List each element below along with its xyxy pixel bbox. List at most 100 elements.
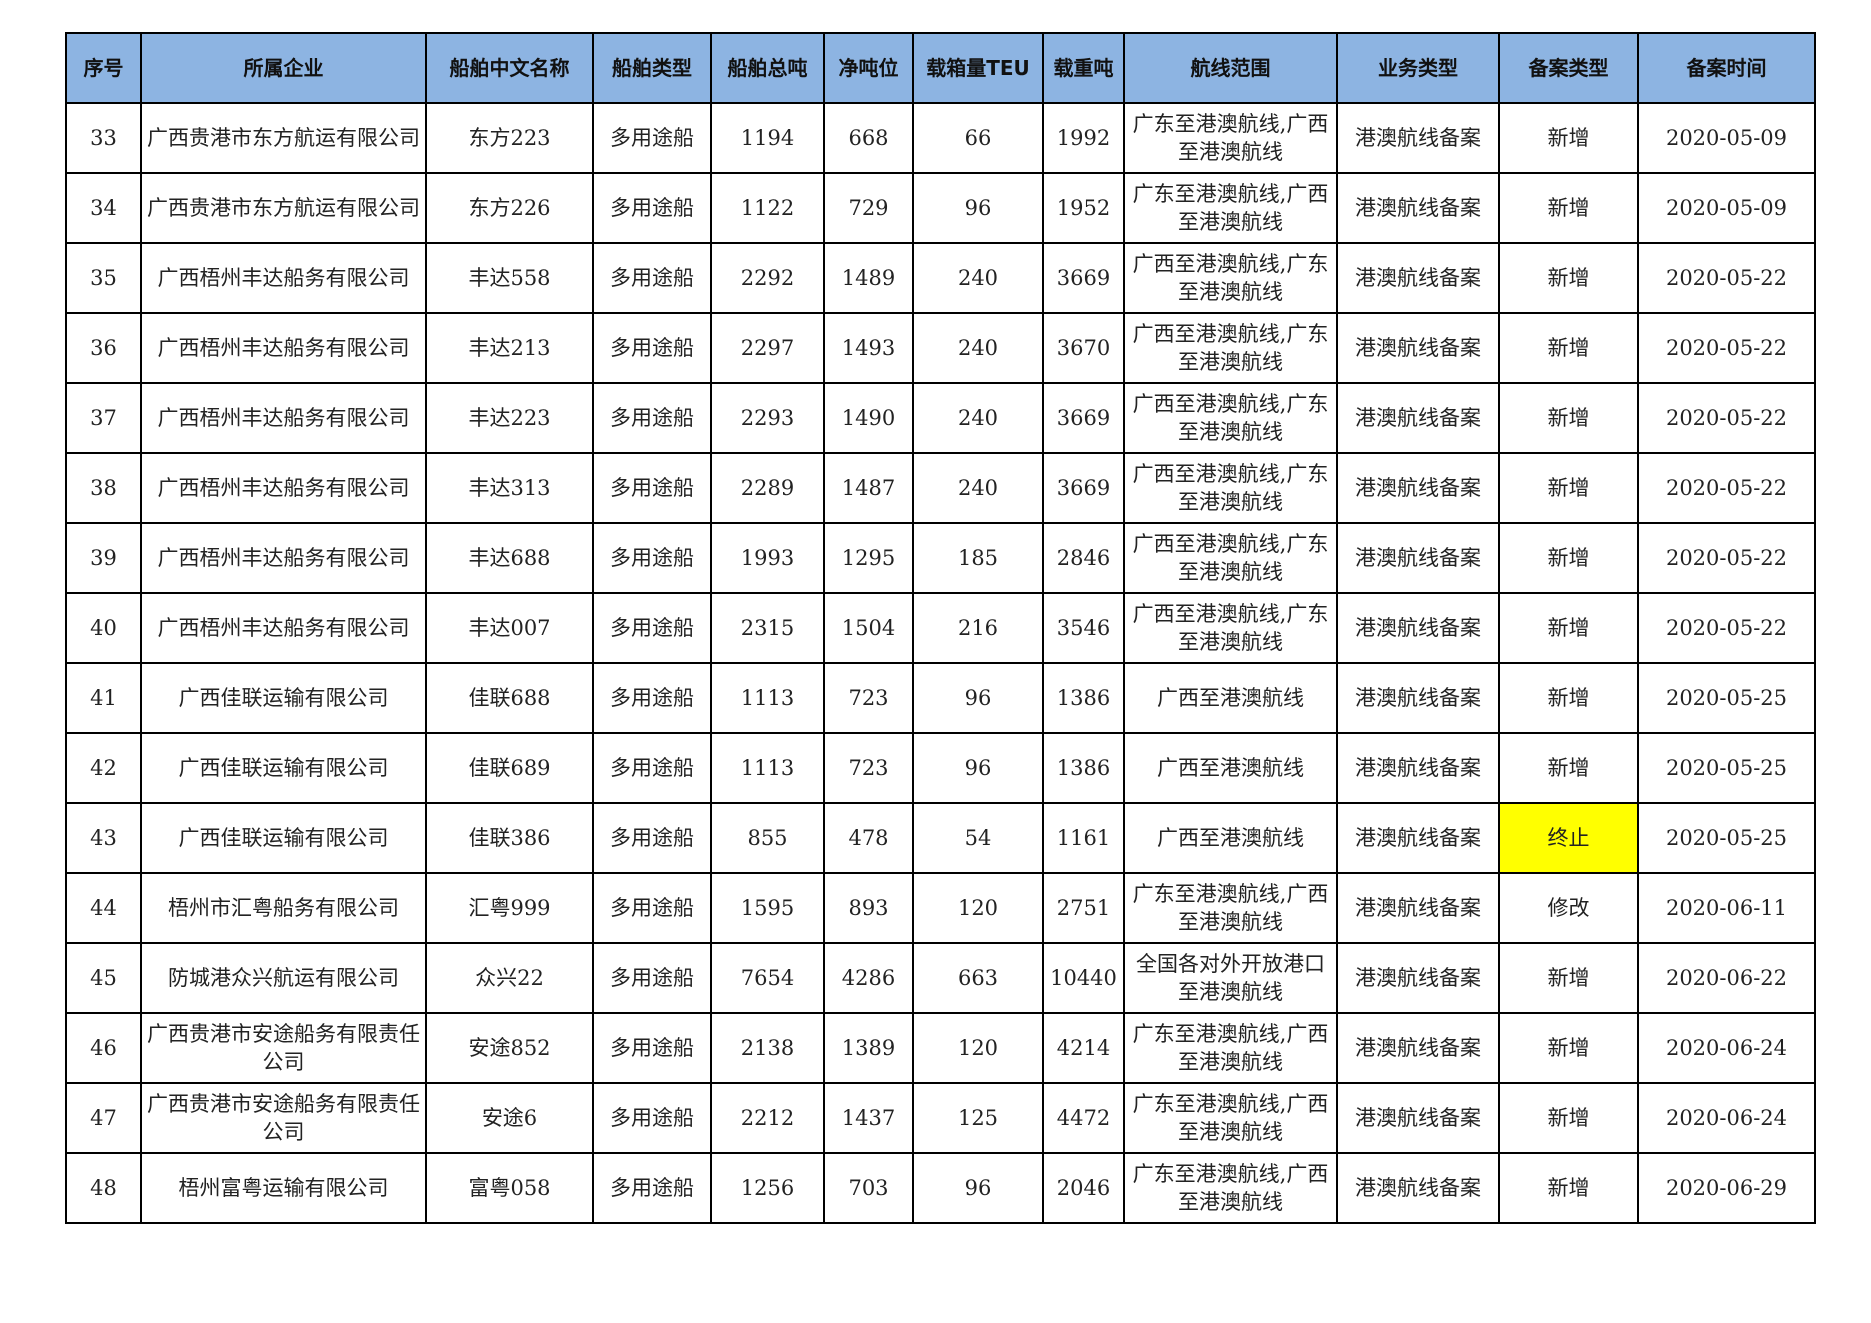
cell-net-tonnage: 668 [823, 102, 914, 174]
cell-ship-name: 丰达213 [425, 312, 594, 384]
table-row: 42 广西佳联运输有限公司 佳联689 多用途船 1113 723 96 1386 广西至港澳航… [65, 732, 1816, 804]
cell-company: 广西佳联运输有限公司 [140, 802, 427, 874]
cell-filing-date: 2020-05-22 [1637, 382, 1816, 454]
cell-net-tonnage: 1490 [823, 382, 914, 454]
cell-teu: 240 [912, 382, 1044, 454]
cell-company: 防城港众兴航运有限公司 [140, 942, 427, 1014]
cell-seq: 44 [65, 872, 142, 944]
cell-teu: 216 [912, 592, 1044, 664]
cell-business-type: 港澳航线备案 [1336, 242, 1500, 314]
cell-filing-type: 新增 [1498, 662, 1639, 734]
cell-filing-type: 新增 [1498, 732, 1639, 804]
cell-net-tonnage: 703 [823, 1152, 914, 1224]
cell-business-type: 港澳航线备案 [1336, 1082, 1500, 1154]
cell-net-tonnage: 4286 [823, 942, 914, 1014]
cell-gross-tonnage: 2293 [710, 382, 825, 454]
cell-filing-type: 修改 [1498, 872, 1639, 944]
cell-filing-date: 2020-05-25 [1637, 802, 1816, 874]
cell-company: 广西佳联运输有限公司 [140, 662, 427, 734]
cell-deadweight: 4214 [1042, 1012, 1125, 1084]
cell-ship-name: 安途852 [425, 1012, 594, 1084]
cell-company: 广西佳联运输有限公司 [140, 732, 427, 804]
cell-route: 广西至港澳航线 [1123, 662, 1338, 734]
cell-filing-type: 新增 [1498, 172, 1639, 244]
cell-company: 广西贵港市东方航运有限公司 [140, 102, 427, 174]
cell-ship-name: 丰达558 [425, 242, 594, 314]
cell-seq: 46 [65, 1012, 142, 1084]
header-gross-tonnage: 船舶总吨 [710, 32, 825, 104]
cell-filing-type: 新增 [1498, 592, 1639, 664]
cell-route: 广东至港澳航线,广西至港澳航线 [1123, 1152, 1338, 1224]
cell-deadweight: 4472 [1042, 1082, 1125, 1154]
cell-business-type: 港澳航线备案 [1336, 172, 1500, 244]
cell-net-tonnage: 1295 [823, 522, 914, 594]
header-ship-name: 船舶中文名称 [425, 32, 594, 104]
cell-net-tonnage: 1504 [823, 592, 914, 664]
cell-gross-tonnage: 1194 [710, 102, 825, 174]
cell-company: 广西贵港市东方航运有限公司 [140, 172, 427, 244]
header-business-type: 业务类型 [1336, 32, 1500, 104]
cell-deadweight: 1386 [1042, 662, 1125, 734]
cell-company: 广西梧州丰达船务有限公司 [140, 522, 427, 594]
table-row: 34 广西贵港市东方航运有限公司 东方226 多用途船 1122 729 96 1952 广东至… [65, 172, 1816, 244]
cell-seq: 39 [65, 522, 142, 594]
cell-seq: 45 [65, 942, 142, 1014]
header-route: 航线范围 [1123, 32, 1338, 104]
cell-business-type: 港澳航线备案 [1336, 1012, 1500, 1084]
cell-ship-type: 多用途船 [592, 1152, 712, 1224]
cell-teu: 120 [912, 1012, 1044, 1084]
table-row: 46 广西贵港市安途船务有限责任公司 安途852 多用途船 2138 1389 120 421… [65, 1012, 1816, 1084]
cell-ship-name: 佳联386 [425, 802, 594, 874]
cell-filing-type: 新增 [1498, 1082, 1639, 1154]
cell-deadweight: 2846 [1042, 522, 1125, 594]
header-filing-date: 备案时间 [1637, 32, 1816, 104]
table-row: 47 广西贵港市安途船务有限责任公司 安途6 多用途船 2212 1437 125 4472 广… [65, 1082, 1816, 1154]
header-deadweight: 载重吨 [1042, 32, 1125, 104]
cell-gross-tonnage: 855 [710, 802, 825, 874]
cell-company: 广西贵港市安途船务有限责任公司 [140, 1012, 427, 1084]
cell-business-type: 港澳航线备案 [1336, 662, 1500, 734]
cell-filing-date: 2020-05-22 [1637, 522, 1816, 594]
cell-ship-name: 丰达007 [425, 592, 594, 664]
cell-gross-tonnage: 2292 [710, 242, 825, 314]
header-row: 序号 所属企业 船舶中文名称 船舶类型 船舶总吨 净吨位 载箱量TEU 载重吨 航线范围 业务类型… [65, 32, 1816, 104]
cell-ship-name: 汇粤999 [425, 872, 594, 944]
header-ship-type: 船舶类型 [592, 32, 712, 104]
cell-ship-type: 多用途船 [592, 242, 712, 314]
cell-seq: 42 [65, 732, 142, 804]
header-filing-type: 备案类型 [1498, 32, 1639, 104]
cell-deadweight: 1386 [1042, 732, 1125, 804]
cell-route: 广东至港澳航线,广西至港澳航线 [1123, 872, 1338, 944]
cell-seq: 34 [65, 172, 142, 244]
cell-teu: 663 [912, 942, 1044, 1014]
cell-business-type: 港澳航线备案 [1336, 802, 1500, 874]
cell-filing-date: 2020-05-22 [1637, 452, 1816, 524]
cell-ship-name: 安途6 [425, 1082, 594, 1154]
table-row: 36 广西梧州丰达船务有限公司 丰达213 多用途船 2297 1493 240 3670 广西… [65, 312, 1816, 384]
cell-net-tonnage: 478 [823, 802, 914, 874]
cell-gross-tonnage: 1113 [710, 662, 825, 734]
cell-deadweight: 2046 [1042, 1152, 1125, 1224]
cell-gross-tonnage: 7654 [710, 942, 825, 1014]
table-row: 48 梧州富粤运输有限公司 富粤058 多用途船 1256 703 96 2046 广东至港澳航… [65, 1152, 1816, 1224]
cell-teu: 66 [912, 102, 1044, 174]
table-row: 44 梧州市汇粤船务有限公司 汇粤999 多用途船 1595 893 120 2751 广东至港… [65, 872, 1816, 944]
cell-gross-tonnage: 2297 [710, 312, 825, 384]
cell-teu: 120 [912, 872, 1044, 944]
cell-filing-date: 2020-06-29 [1637, 1152, 1816, 1224]
cell-net-tonnage: 723 [823, 662, 914, 734]
cell-business-type: 港澳航线备案 [1336, 592, 1500, 664]
cell-deadweight: 3670 [1042, 312, 1125, 384]
cell-net-tonnage: 723 [823, 732, 914, 804]
header-net-tonnage: 净吨位 [823, 32, 914, 104]
cell-gross-tonnage: 1993 [710, 522, 825, 594]
cell-filing-date: 2020-05-25 [1637, 732, 1816, 804]
cell-company: 广西梧州丰达船务有限公司 [140, 242, 427, 314]
table-row: 37 广西梧州丰达船务有限公司 丰达223 多用途船 2293 1490 240 3669 广西… [65, 382, 1816, 454]
cell-business-type: 港澳航线备案 [1336, 382, 1500, 454]
cell-teu: 240 [912, 312, 1044, 384]
cell-ship-type: 多用途船 [592, 872, 712, 944]
cell-ship-name: 佳联688 [425, 662, 594, 734]
cell-seq: 38 [65, 452, 142, 524]
cell-filing-type: 新增 [1498, 312, 1639, 384]
